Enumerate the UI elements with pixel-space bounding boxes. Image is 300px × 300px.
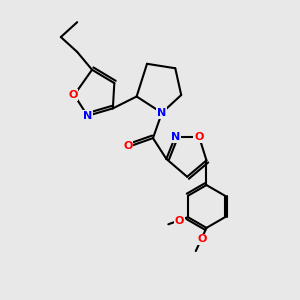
Text: O: O — [175, 216, 184, 226]
Text: O: O — [123, 140, 132, 151]
Text: N: N — [157, 108, 167, 118]
Text: N: N — [83, 111, 92, 121]
Text: O: O — [198, 235, 207, 244]
Text: N: N — [171, 132, 180, 142]
Text: O: O — [194, 132, 204, 142]
Text: O: O — [68, 90, 77, 100]
